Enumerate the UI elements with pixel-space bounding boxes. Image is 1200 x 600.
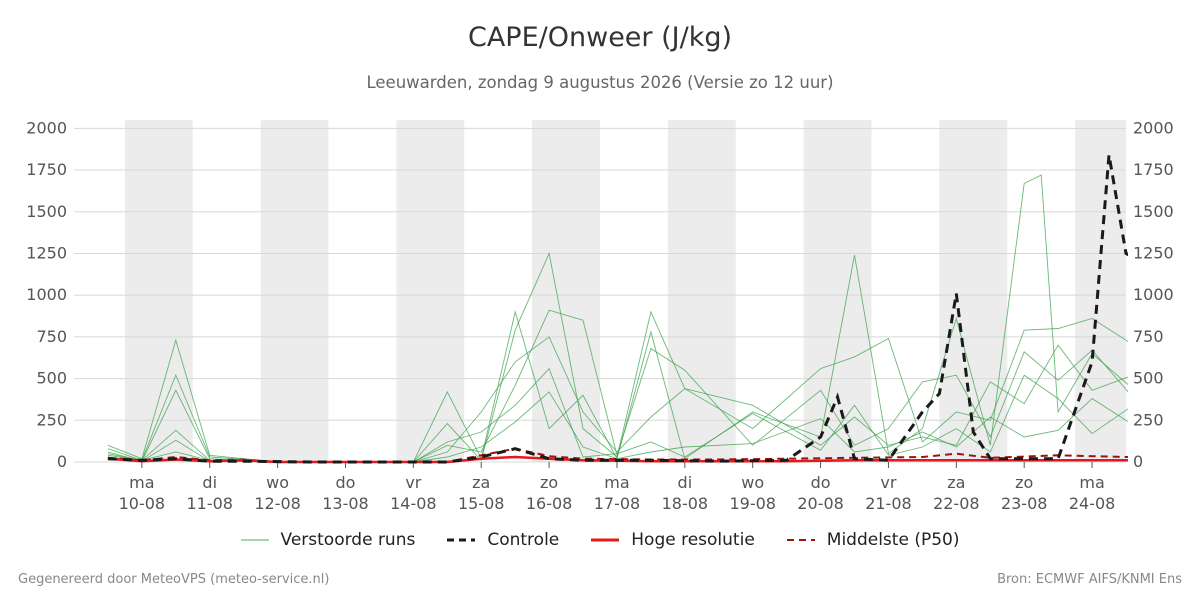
x-tick-date: 21-08: [865, 494, 912, 513]
y-tick-label-right: 0: [1133, 452, 1143, 471]
x-tick-date: 13-08: [322, 494, 369, 513]
x-tick-day: ma: [604, 473, 629, 492]
legend-label-verstoorde-runs: Verstoorde runs: [280, 530, 416, 550]
x-tick-day: di: [202, 473, 217, 492]
legend-label-hoge-resolutie: Hoge resolutie: [631, 530, 755, 550]
legend-swatch-verstoorde-runs: [240, 539, 269, 541]
shaded-band: [532, 120, 600, 462]
y-tick-label-right: 500: [1133, 369, 1164, 388]
y-tick-label-right: 750: [1133, 327, 1164, 346]
legend-label-middelste: Middelste (P50): [826, 530, 960, 550]
x-tick-date: 12-08: [254, 494, 301, 513]
x-tick-day: di: [678, 473, 693, 492]
legend-label-controle: Controle: [487, 530, 560, 550]
footer-generator: Gegenereerd door MeteoVPS (meteo-service…: [18, 572, 330, 587]
x-tick-day: wo: [741, 473, 764, 492]
shaded-band: [260, 120, 329, 462]
y-tick-label-left: 1000: [26, 285, 67, 304]
x-tick-date: 18-08: [662, 494, 709, 513]
y-tick-label-left: 0: [57, 452, 67, 471]
y-tick-label-left: 2000: [26, 118, 67, 137]
x-tick-day: do: [811, 473, 831, 492]
series-line-controle: [107, 154, 1128, 464]
legend-item-verstoorde-runs: Verstoorde runs: [240, 530, 416, 550]
x-tick-date: 15-08: [458, 494, 505, 513]
chart-legend: Verstoorde runs Controle Hoge resolutie …: [0, 530, 1200, 550]
y-tick-label-right: 1000: [1133, 285, 1174, 304]
x-tick-date: 22-08: [933, 494, 980, 513]
x-tick-day: vr: [405, 473, 421, 492]
y-tick-label-right: 250: [1133, 410, 1164, 429]
shaded-band: [939, 120, 1008, 462]
y-tick-label-right: 1250: [1133, 243, 1174, 262]
shaded-band: [396, 120, 465, 462]
x-tick-date: 20-08: [797, 494, 844, 513]
y-tick-label-left: 1500: [26, 202, 67, 221]
shaded-band: [667, 120, 736, 462]
y-tick-label-right: 2000: [1133, 118, 1174, 137]
cape-chart: 0 0 250 250 500 500 750 750 1000 1000 1250 1250 1500…: [26, 118, 1174, 513]
y-tick-label-left: 1750: [26, 160, 67, 179]
chart-subtitle: Leeuwarden, zondag 9 augustus 2026 (Vers…: [366, 73, 834, 92]
y-tick-label-right: 1500: [1133, 202, 1174, 221]
y-tick-label-left: 1250: [26, 243, 67, 262]
x-tick-date: 23-08: [1001, 494, 1048, 513]
x-tick-day: wo: [266, 473, 289, 492]
x-tick-day: ma: [129, 473, 154, 492]
x-tick-date: 11-08: [186, 494, 233, 513]
y-tick-label-left: 500: [36, 369, 67, 388]
x-tick-date: 24-08: [1069, 494, 1116, 513]
x-tick-day: do: [336, 473, 356, 492]
x-tick-date: 14-08: [390, 494, 437, 513]
legend-item-controle: Controle: [447, 530, 559, 550]
chart-title: CAPE/Onweer (J/kg): [467, 22, 732, 53]
y-tick-label-left: 250: [36, 410, 67, 429]
shaded-band: [1075, 120, 1126, 462]
x-tick-day: ma: [1079, 473, 1104, 492]
x-tick-day: za: [472, 473, 490, 492]
x-tick-date: 10-08: [119, 494, 166, 513]
y-tick-label-left: 750: [36, 327, 67, 346]
legend-swatch-controle: [447, 538, 476, 542]
shaded-band: [803, 120, 872, 462]
x-tick-day: zo: [540, 473, 558, 492]
x-tick-day: za: [947, 473, 965, 492]
legend-item-hoge-resolutie: Hoge resolutie: [591, 530, 755, 550]
x-tick-day: zo: [1015, 473, 1033, 492]
shaded-band: [124, 120, 193, 462]
x-tick-date: 16-08: [526, 494, 573, 513]
y-tick-label-right: 1750: [1133, 160, 1174, 179]
legend-swatch-middelste: [786, 539, 815, 541]
x-tick-date: 19-08: [729, 494, 776, 513]
legend-item-middelste: Middelste (P50): [786, 530, 960, 550]
legend-swatch-hoge-resolutie: [591, 538, 620, 542]
x-tick-date: 17-08: [594, 494, 641, 513]
x-tick-day: vr: [880, 473, 896, 492]
footer-source: Bron: ECMWF AIFS/KNMI Ens: [997, 572, 1182, 587]
